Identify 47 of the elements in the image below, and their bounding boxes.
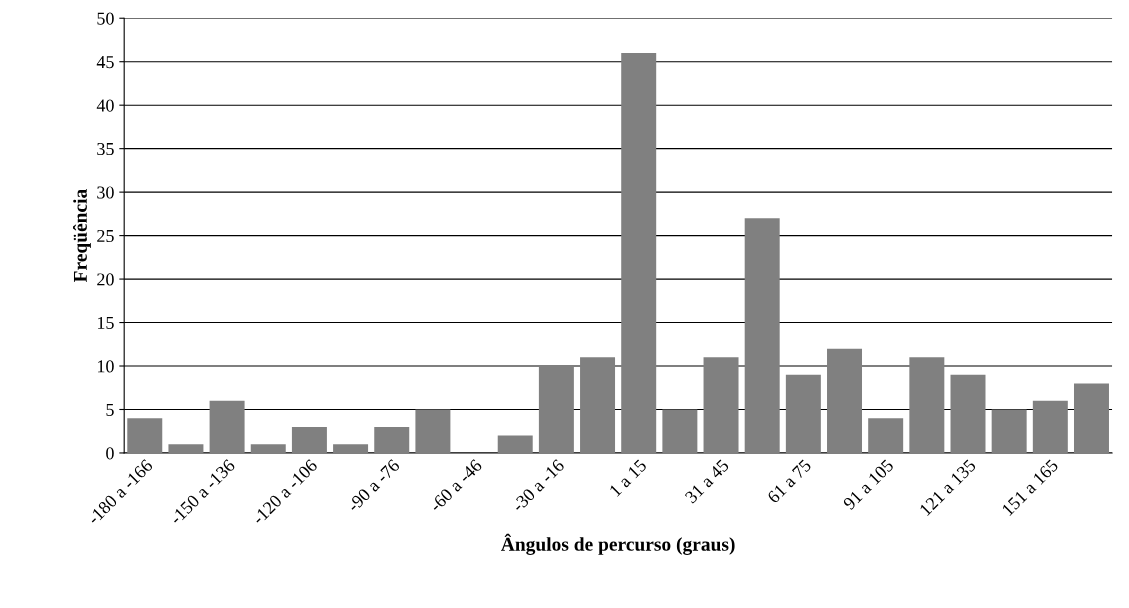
bar [785,374,821,453]
x-tick-label: -30 a -16 [511,458,565,513]
y-tick-label: 15 [98,316,114,329]
bar [333,444,369,453]
bar [374,426,410,453]
y-tick-label: 5 [106,403,114,416]
y-tick-label: 10 [98,360,114,373]
y-tick-label: 20 [97,273,114,286]
x-tick-label: -90 a -76 [346,458,401,513]
bar [621,53,657,453]
bar [415,409,451,453]
bar [1073,383,1109,453]
bar [868,418,904,453]
y-tick-label: 45 [96,56,114,69]
bar [291,426,327,453]
y-tick-label: 35 [97,142,114,156]
x-axis-title: Ângulos de percurso (graus) [501,533,735,555]
bar [950,374,986,453]
x-tick-label: 151 a 165 [1001,458,1059,517]
y-tick-label: 25 [97,229,114,243]
x-tick-label: -120 a -106 [251,458,319,526]
bar [127,418,163,453]
x-tick-label: 121 a 135 [919,458,977,517]
y-tick-label: 40 [96,99,114,112]
bar [991,409,1027,453]
x-tick-label: 91 a 105 [842,458,895,511]
x-tick-label: -150 a -136 [169,458,236,526]
bar [662,409,698,453]
bar [703,357,739,453]
bar [538,366,574,453]
bar [209,400,245,453]
x-tick-label: 61 a 75 [766,458,812,504]
bar [250,444,286,453]
bar [497,435,533,453]
y-tick-label: 50 [97,12,114,25]
bar [580,357,616,453]
y-axis-title: Freqüência [73,189,91,283]
y-tick-label: 30 [97,186,114,199]
x-tick-label: 31 a 45 [684,458,730,504]
x-tick-label: 1 a 15 [609,458,648,497]
bar [168,444,204,453]
bar [909,357,945,453]
bar [827,348,863,453]
bar [1032,400,1068,453]
x-tick-label: -60 a -46 [428,458,483,513]
bar [744,218,780,453]
y-tick-label: 0 [106,447,114,460]
